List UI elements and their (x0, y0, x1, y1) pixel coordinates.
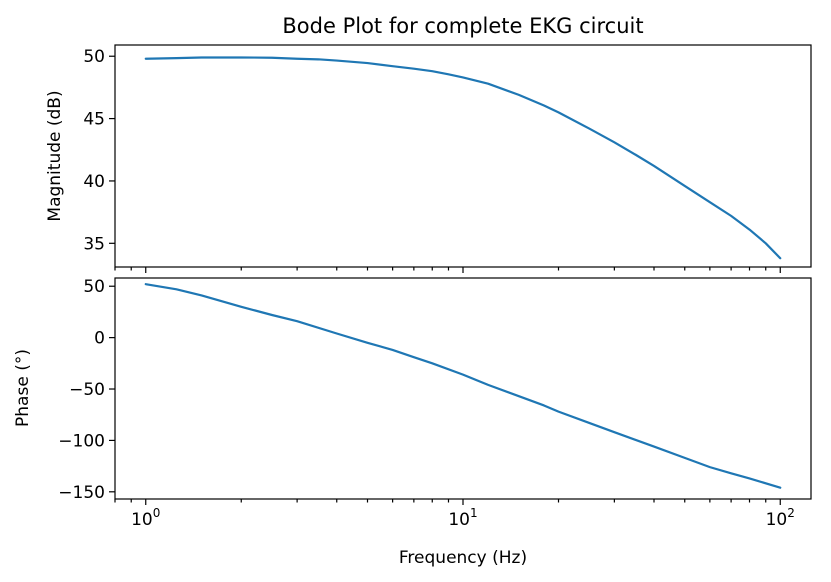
x-tick-label: 102 (766, 506, 795, 530)
magnitude-series-line (144, 56, 782, 260)
magnitude-axes-frame (114, 44, 812, 268)
phase-axes-frame (114, 277, 812, 500)
magnitude-y-tick-label: 35 (83, 234, 105, 254)
phase-y-tick-label: 50 (83, 277, 105, 297)
magnitude-ylabel: Magnitude (dB) (45, 90, 65, 221)
phase-y-tick-label: −50 (69, 380, 105, 400)
magnitude-panel: 35 40 45 50 Magnitude (dB) (45, 44, 812, 273)
phase-series-line (144, 283, 782, 489)
frequency-xlabel: Frequency (Hz) (399, 548, 527, 568)
magnitude-y-tick-label: 50 (83, 47, 105, 67)
phase-y-tick-label: −100 (58, 431, 105, 451)
x-tick-label: 101 (448, 506, 477, 530)
magnitude-y-tick-label: 45 (83, 110, 105, 130)
magnitude-plot-area: 35 40 45 50 (83, 47, 782, 273)
phase-y-tick-label: 0 (94, 329, 105, 349)
phase-ylabel: Phase (°) (13, 349, 33, 427)
phase-panel: 100 101 102 50 0 −50 −100 −150 Phase (°) Freque… (13, 277, 812, 568)
chart-title: Bode Plot for complete EKG circuit (282, 14, 643, 38)
x-tick-label: 100 (131, 506, 160, 530)
magnitude-y-tick-label: 40 (83, 172, 105, 192)
phase-y-tick-label: −150 (58, 483, 105, 503)
phase-plot-area: 100 101 102 50 0 −50 −100 −150 (58, 277, 795, 530)
